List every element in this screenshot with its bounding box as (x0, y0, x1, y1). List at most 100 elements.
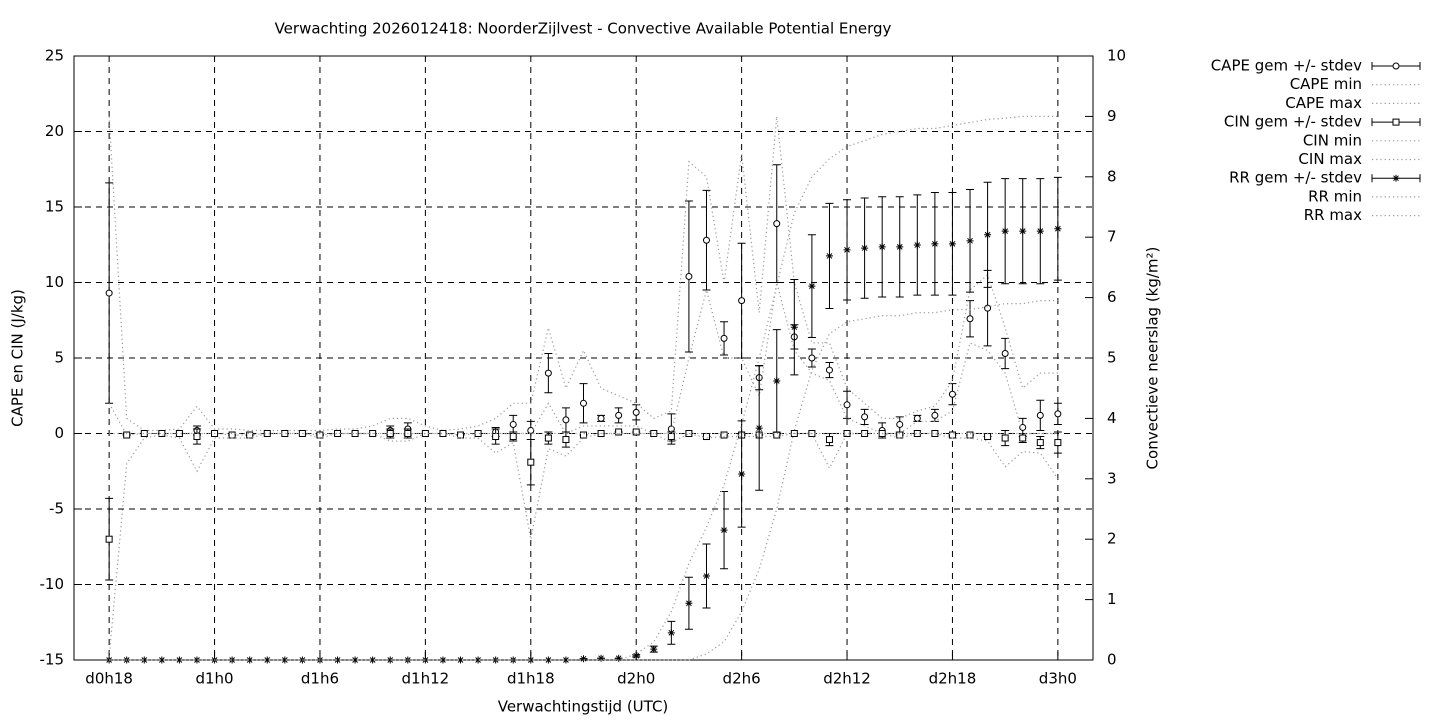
data-point (281, 430, 289, 437)
legend-marker (1392, 174, 1400, 182)
legend-label: RR max (1304, 206, 1362, 224)
x-tick-label: d1h12 (402, 670, 450, 688)
x-tick-label: d2h0 (617, 670, 655, 688)
data-point (615, 654, 623, 662)
data-point (386, 430, 394, 437)
data-point (913, 241, 921, 249)
data-point (878, 243, 886, 251)
y2-tick-label: 3 (1107, 469, 1117, 487)
x-tick-label: d2h12 (823, 670, 871, 688)
data-point (896, 420, 904, 428)
data-point (351, 656, 359, 664)
x-tick-label: d1h18 (507, 670, 555, 688)
data-point (562, 416, 570, 424)
legend-label: CIN min (1303, 131, 1362, 149)
y2-tick-label: 1 (1107, 590, 1117, 608)
data-point (931, 411, 939, 419)
data-point (544, 369, 552, 377)
y-tick-label: 0 (54, 424, 64, 442)
y-tick-label: 15 (45, 198, 64, 216)
data-point (984, 433, 992, 441)
legend-label: CAPE max (1285, 94, 1362, 112)
data-point (615, 428, 623, 436)
data-point (105, 535, 113, 543)
data-point (597, 414, 605, 422)
data-point (246, 431, 254, 439)
data-point (527, 458, 535, 466)
y-axis-label: CAPE en CIN (J/kg) (9, 289, 27, 427)
data-point (492, 433, 500, 441)
data-point (527, 426, 535, 434)
data-point (790, 323, 798, 331)
data-point (773, 377, 781, 385)
data-point (1001, 349, 1009, 357)
data-point (457, 431, 465, 439)
data-point (1036, 227, 1044, 235)
y-tick-label: 5 (54, 349, 64, 367)
data-point (1054, 225, 1062, 233)
data-point (1054, 410, 1062, 418)
y2-tick-label: 5 (1107, 349, 1117, 367)
data-point (685, 599, 693, 607)
legend-label: RR gem +/- stdev (1229, 169, 1362, 187)
data-point (140, 430, 148, 437)
x-tick-label: d2h6 (723, 670, 761, 688)
legend-label: CAPE min (1290, 75, 1362, 93)
x-axis-label: Verwachtingstijd (UTC) (498, 698, 669, 716)
data-point (685, 272, 693, 280)
data-point (580, 399, 587, 407)
data-point (263, 430, 271, 437)
data-point (193, 656, 201, 664)
data-point (948, 431, 956, 439)
data-point (808, 354, 816, 362)
data-point (544, 656, 552, 664)
data-point (580, 431, 587, 439)
x-tick-label: d2h18 (929, 670, 977, 688)
data-point (948, 390, 956, 398)
y-tick-label: -15 (40, 651, 65, 669)
data-point (527, 656, 535, 664)
data-point (544, 434, 552, 442)
data-point (984, 304, 992, 312)
y-tick-label: 20 (45, 122, 64, 140)
data-point (702, 236, 710, 244)
x-tick-label: d1h0 (195, 670, 233, 688)
data-point (861, 244, 869, 252)
data-point (632, 652, 640, 660)
data-point (509, 433, 517, 441)
data-point (720, 334, 728, 342)
data-point (720, 526, 728, 534)
data-point (632, 428, 640, 436)
data-point (386, 656, 394, 664)
y-tick-label: -10 (40, 575, 65, 593)
data-point (1001, 434, 1009, 442)
data-point (1019, 227, 1027, 235)
data-point (738, 297, 746, 305)
data-point (1036, 411, 1044, 419)
data-point (948, 240, 956, 248)
legend-label: CIN gem +/- stdev (1224, 113, 1362, 131)
y2-tick-label: 9 (1107, 107, 1117, 125)
y-tick-label: -5 (49, 500, 64, 518)
data-point (562, 656, 570, 664)
data-point (421, 656, 429, 664)
y2-tick-label: 7 (1107, 228, 1117, 246)
data-point (825, 252, 833, 260)
data-point (246, 656, 254, 664)
data-point (702, 433, 710, 441)
data-point (896, 431, 904, 439)
y2-tick-label: 0 (1107, 651, 1117, 669)
data-point (720, 431, 728, 439)
data-point (580, 655, 587, 663)
data-point (439, 656, 447, 664)
data-point (755, 424, 763, 432)
y2-tick-label: 4 (1107, 409, 1117, 427)
data-point (702, 572, 710, 580)
data-point (158, 656, 166, 664)
data-point (632, 408, 640, 416)
legend-marker (1392, 118, 1400, 126)
data-point (984, 231, 992, 239)
data-point (474, 656, 482, 664)
y2-tick-label: 10 (1107, 47, 1126, 65)
